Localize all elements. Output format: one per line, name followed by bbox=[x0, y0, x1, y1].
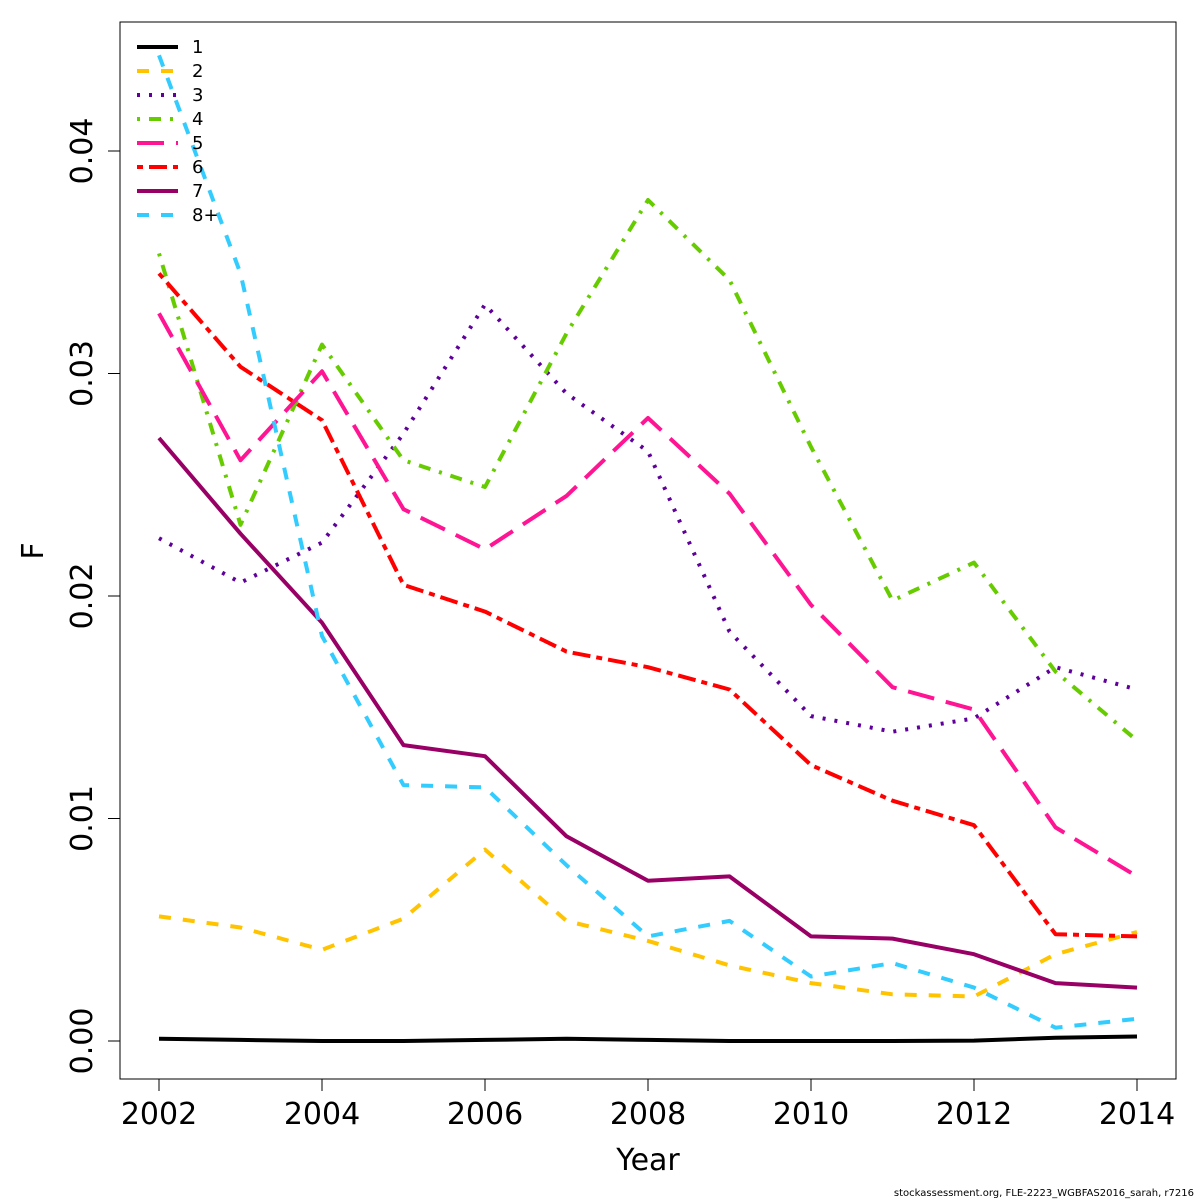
x-axis-title: Year bbox=[615, 1143, 680, 1178]
series-line-8plus bbox=[157, 54, 1138, 1030]
y-tick-label: 0.02 bbox=[65, 563, 100, 630]
x-tick-label: 2002 bbox=[121, 1097, 197, 1132]
series-line-1 bbox=[158, 1034, 1138, 1043]
x-tick-label: 2014 bbox=[1099, 1097, 1175, 1132]
legend-label: 7 bbox=[192, 181, 203, 202]
x-axis: 2002 2004 2006 2008 2010 2012 2014 bbox=[121, 1078, 1175, 1132]
footer-text: stockassessment.org, FLE-2223_WGBFAS2016… bbox=[894, 1188, 1194, 1199]
legend-label: 6 bbox=[192, 157, 203, 178]
x-tick-label: 2004 bbox=[284, 1097, 360, 1132]
legend-label: 1 bbox=[192, 37, 203, 58]
series-line-7 bbox=[157, 436, 1138, 990]
y-tick-label: 0.01 bbox=[65, 785, 100, 852]
series-line-2 bbox=[158, 847, 1138, 999]
legend: 1 2 3 4 5 6 7 8+ bbox=[137, 37, 219, 226]
legend-label: 3 bbox=[192, 85, 203, 106]
y-tick-label: 0.03 bbox=[65, 340, 100, 407]
y-axis-title: F bbox=[16, 542, 51, 559]
legend-label: 8+ bbox=[192, 205, 219, 226]
x-tick-label: 2012 bbox=[936, 1097, 1012, 1132]
plot-frame bbox=[119, 21, 1177, 1080]
series-line-6 bbox=[157, 272, 1138, 939]
x-tick-label: 2006 bbox=[447, 1097, 523, 1132]
legend-label: 4 bbox=[192, 109, 203, 130]
y-tick-label: 0.00 bbox=[65, 1008, 100, 1075]
legend-label: 5 bbox=[192, 133, 203, 154]
series-layer bbox=[157, 54, 1139, 1043]
series-line-4 bbox=[157, 198, 1139, 743]
x-tick-label: 2010 bbox=[773, 1097, 849, 1132]
series-line-5 bbox=[157, 312, 1139, 879]
y-tick-label: 0.04 bbox=[65, 118, 100, 185]
y-axis: 0.00 0.01 0.02 0.03 0.04 bbox=[65, 118, 121, 1075]
legend-label: 2 bbox=[192, 61, 203, 82]
x-tick-label: 2008 bbox=[610, 1097, 686, 1132]
